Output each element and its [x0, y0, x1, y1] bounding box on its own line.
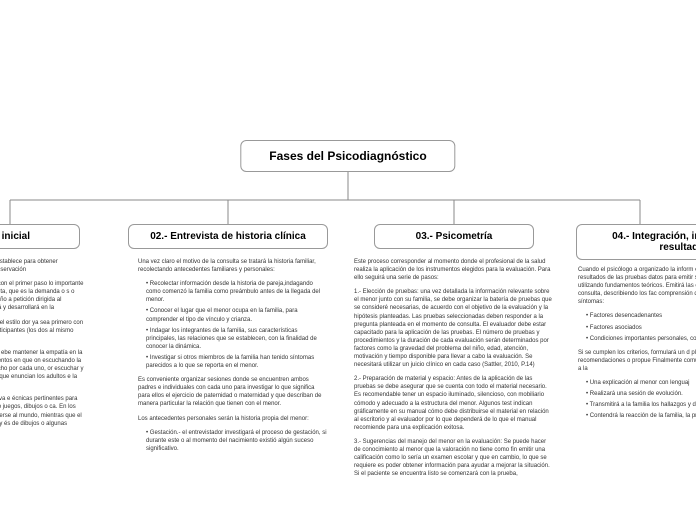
- branch-body-0: técnica psicológica en la que se estable…: [0, 258, 90, 442]
- body-paragraph: Es conveniente organizar sesiones donde …: [138, 376, 328, 408]
- body-paragraph: 1.- Elección de pruebas: una vez detalla…: [354, 288, 554, 369]
- branch-title-2: 03.- Psicometría: [374, 224, 534, 249]
- body-list: Recolectar información desde la historia…: [138, 280, 328, 370]
- branch-title-3: 04.- Integración, informe y comresultado…: [576, 224, 696, 260]
- list-item: Conocer el lugar que el menor ocupa en l…: [146, 307, 328, 323]
- root-node: Fases del Psicodiagnóstico: [240, 140, 455, 172]
- list-item: Condiciones importantes personales, cont…: [586, 335, 696, 343]
- body-list: Una explicación al menor con lenguaj Real…: [578, 379, 696, 420]
- body-list: Gestación.- el entrevistador investigará…: [138, 429, 328, 453]
- list-item: Transmitirá a la familia los hallazgos y…: [586, 401, 696, 409]
- body-paragraph: rá la sintomatología que la familia ebe …: [0, 349, 90, 389]
- list-item: Contendrá la reacción de la familia, la …: [586, 412, 696, 420]
- list-item: Factores asociados: [586, 324, 696, 332]
- body-paragraph: Los antecedentes personales serán la his…: [138, 415, 328, 423]
- body-paragraph: 2.- Preparación de material y espacio: A…: [354, 375, 554, 432]
- branch-title-1: 02.- Entrevista de historia clínica: [128, 224, 328, 249]
- body-paragraph: ará la información de forma objetiva e é…: [0, 395, 90, 435]
- body-paragraph: la primera entrevista dependerá del esti…: [0, 319, 90, 343]
- list-item: Indagar los integrantes de la familia, s…: [146, 327, 328, 351]
- body-paragraph: Este proceso corresponder al momento don…: [354, 258, 554, 282]
- list-item: Realizará una sesión de evolución.: [586, 390, 696, 398]
- list-item: Una explicación al menor con lenguaj: [586, 379, 696, 387]
- body-list: Factores desencadenantes Factores asociad…: [578, 312, 696, 342]
- body-paragraph: s el primer contacto de la familia con e…: [0, 280, 90, 312]
- body-paragraph: 3.- Sugerencias del manejo del menor en …: [354, 438, 554, 478]
- body-paragraph: Si se cumplen los criterios, formulará u…: [578, 349, 696, 373]
- root-title: Fases del Psicodiagnóstico: [269, 149, 426, 163]
- body-paragraph: Cuando el psicólogo a organizado la info…: [578, 266, 696, 306]
- list-item: Recolectar información desde la historia…: [146, 280, 328, 304]
- branch-body-3: Cuando el psicólogo a organizado la info…: [578, 266, 696, 426]
- branch-title-0: ta inicial: [0, 224, 80, 249]
- list-item: Investigar si otros miembros de la famil…: [146, 354, 328, 370]
- list-item: Factores desencadenantes: [586, 312, 696, 320]
- branch-body-2: Este proceso corresponder al momento don…: [354, 258, 554, 484]
- connector-lines: [0, 0, 696, 520]
- branch-body-1: Una vez claro el motivo de la consulta s…: [138, 258, 328, 459]
- body-paragraph: Una vez claro el motivo de la consulta s…: [138, 258, 328, 274]
- body-paragraph: técnica psicológica en la que se estable…: [0, 258, 90, 274]
- list-item: Gestación.- el entrevistador investigará…: [146, 429, 328, 453]
